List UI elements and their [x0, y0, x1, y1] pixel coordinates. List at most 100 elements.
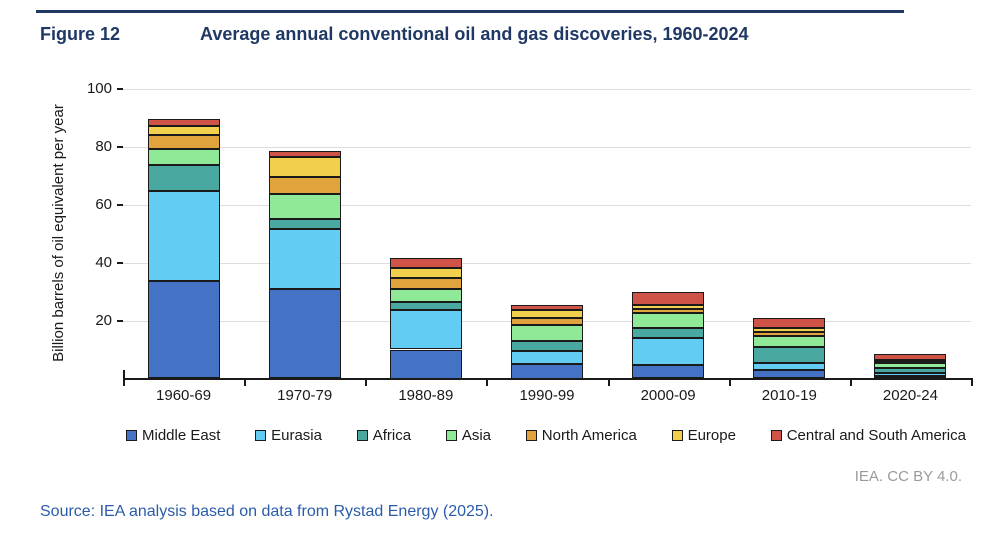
y-tick-mark — [117, 261, 123, 264]
header-rule — [36, 10, 904, 13]
bar-segment — [268, 194, 341, 219]
bar-segment — [268, 150, 341, 157]
legend-label: North America — [541, 427, 637, 444]
bar-segment — [632, 291, 705, 305]
attribution-text: IEA. CC BY 4.0. — [854, 468, 962, 485]
y-tick-label: 20 — [95, 311, 112, 329]
bar-segment — [389, 301, 462, 311]
legend-label: Asia — [461, 427, 492, 444]
bar-segment — [874, 372, 947, 376]
bar-segment — [511, 317, 583, 325]
bar-segment — [268, 219, 341, 230]
x-axis-tick — [728, 379, 731, 386]
y-tick-label: 80 — [95, 137, 112, 155]
y-tick-label: 60 — [95, 195, 112, 213]
x-axis-tick — [607, 379, 610, 386]
bar-segment — [389, 349, 462, 379]
legend-item: Central and South America — [770, 427, 966, 444]
x-axis-tick — [971, 379, 973, 386]
bar-segment — [389, 278, 462, 289]
bar-segment — [753, 346, 826, 363]
legend-label: Eurasia — [271, 427, 322, 444]
x-axis-tick — [244, 379, 247, 386]
legend-swatch-icon — [770, 430, 782, 441]
bar-segment — [632, 304, 705, 309]
bar-segment — [753, 336, 826, 347]
bar-segment — [147, 149, 220, 166]
bar-segment — [389, 310, 462, 350]
bar-segment — [268, 229, 341, 289]
y-tick-label: 40 — [95, 253, 112, 271]
legend-item: Middle East — [126, 427, 220, 444]
x-tick-label: 2010-19 — [761, 386, 817, 404]
x-axis-tick — [486, 379, 489, 386]
legend-swatch-icon — [445, 430, 457, 441]
bar-segment — [389, 288, 462, 302]
bar-segment — [389, 268, 462, 279]
legend-item: Eurasia — [255, 427, 322, 444]
legend-label: Middle East — [142, 427, 221, 444]
bar-segment — [753, 327, 826, 333]
bar-segment — [389, 258, 462, 269]
grid-line — [123, 88, 971, 90]
y-tick-mark — [117, 203, 123, 206]
bar-segment — [632, 327, 705, 338]
legend-swatch-icon — [255, 430, 267, 441]
x-tick-label: 2020-24 — [882, 386, 938, 404]
x-axis-line — [123, 377, 973, 380]
bar-segment — [511, 304, 583, 311]
bar-segment — [511, 324, 583, 341]
y-tick-mark — [117, 145, 123, 148]
bar-segment — [874, 368, 947, 373]
bar-segment — [632, 337, 705, 366]
y-tick-mark — [117, 87, 123, 90]
legend-swatch-icon — [525, 430, 537, 441]
bar-segment — [753, 362, 826, 370]
x-tick-label: 1960-69 — [156, 386, 212, 404]
bar-segment — [874, 362, 947, 369]
x-axis-tick — [849, 379, 852, 386]
y-tick-mark — [117, 319, 123, 322]
legend-label: Europe — [687, 427, 736, 444]
y-axis-title: Billion barrels of oil equivalent per ye… — [50, 104, 67, 362]
bar-segment — [632, 313, 705, 328]
grid-line — [123, 146, 971, 148]
legend-swatch-icon — [126, 430, 137, 441]
y-tick-label: 100 — [86, 79, 112, 97]
bar-segment — [268, 176, 341, 195]
bar-segment — [511, 310, 583, 318]
bar-segment — [147, 281, 220, 379]
bar-segment — [268, 156, 341, 177]
grid-line — [123, 262, 971, 264]
legend-item: Africa — [356, 427, 412, 444]
x-tick-label: 1980-89 — [398, 386, 454, 404]
x-tick-label: 1970-79 — [277, 386, 333, 404]
bar-segment — [874, 359, 947, 362]
x-axis-tick — [365, 379, 368, 386]
bar-segment — [268, 288, 341, 379]
bar-segment — [511, 364, 583, 379]
bar-segment — [147, 134, 220, 150]
legend-swatch-icon — [356, 430, 368, 441]
bar-segment — [753, 317, 826, 328]
figure-label: Figure 12 — [40, 24, 121, 44]
bar-segment — [147, 191, 220, 282]
bar-segment — [632, 308, 705, 314]
source-note: Source: IEA analysis based on data from … — [40, 503, 494, 520]
bar-segment — [511, 350, 583, 364]
x-tick-label: 2000-09 — [640, 386, 696, 404]
grid-line — [123, 204, 971, 206]
legend-item: North America — [525, 427, 637, 444]
bar-segment — [874, 353, 947, 360]
bar-segment — [147, 165, 220, 192]
legend: Middle East Eurasia Africa Asia North Americ… — [126, 427, 966, 444]
legend-label: Central and South America — [786, 427, 966, 444]
bar-segment — [147, 126, 220, 135]
x-axis-tick — [123, 379, 125, 386]
legend-item: Asia — [445, 427, 492, 444]
legend-item: Europe — [671, 427, 736, 444]
legend-label: Africa — [372, 427, 412, 444]
legend-swatch-icon — [671, 430, 683, 441]
bar-segment — [511, 340, 583, 351]
